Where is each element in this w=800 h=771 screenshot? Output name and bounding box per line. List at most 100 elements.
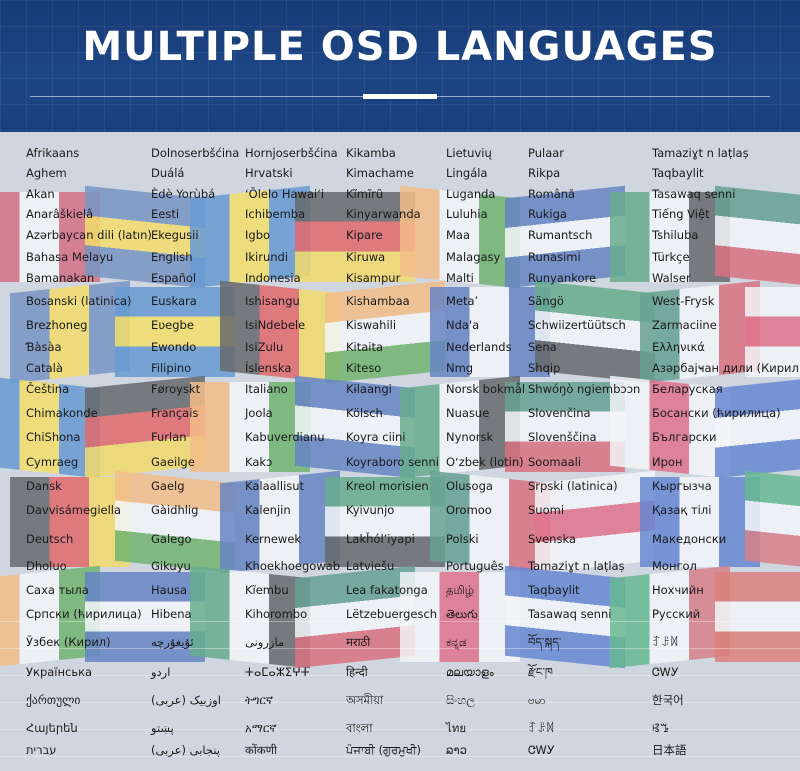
language-item: Nmg	[446, 361, 474, 375]
language-item: Kabuverdianu	[245, 430, 325, 444]
header-banner: MULTIPLE OSD LANGUAGES	[0, 0, 800, 132]
language-item: Shqip	[528, 361, 561, 375]
language-item: རྫོང་ཁ	[528, 665, 553, 679]
language-item: Koyraboro senni	[346, 455, 439, 469]
language-item: मराठी	[346, 635, 371, 649]
language-item: Íslenska	[245, 361, 292, 375]
light-overlay	[0, 132, 800, 771]
language-item: Ɓàsàa	[26, 340, 62, 354]
language-item: தமிழ்	[446, 583, 475, 597]
language-item: Kalenjin	[245, 503, 291, 517]
language-item: Tamaziɣt n laṭlaṣ	[652, 146, 749, 160]
language-item: Srpski (latinica)	[528, 479, 618, 493]
language-item: Lea fakatonga	[346, 583, 428, 597]
language-item: Kimachame	[346, 166, 414, 180]
language-item: Tshiluba	[652, 228, 699, 242]
language-item: ਪੰਜਾਬੀ (ਗੁਰਮੁਖੀ)	[346, 743, 421, 757]
language-item: සිංහල	[446, 693, 476, 707]
language-item: བོད་སྐད་	[528, 635, 562, 649]
language-item: Ichibemba	[245, 207, 306, 221]
language-item: Oromoo	[446, 503, 492, 517]
language-item: Kishambaa	[346, 294, 410, 308]
language-item: Dholuo	[26, 559, 67, 573]
language-item: Suomi	[528, 503, 565, 517]
language-item: مازرونی	[245, 635, 285, 649]
language-item: Türkçe	[652, 250, 690, 264]
page-title: MULTIPLE OSD LANGUAGES	[82, 24, 718, 70]
language-item: Joola	[245, 406, 273, 420]
language-item: Èdè Yorùbá	[151, 187, 216, 201]
language-item: West-Frysk	[652, 294, 715, 308]
language-item: Ekegusii	[151, 228, 199, 242]
language-item: Indonesia	[245, 271, 301, 285]
language-item: Meta’	[446, 294, 479, 308]
language-item: Hrvatski	[245, 166, 293, 180]
language-item: ဗမာ	[528, 693, 546, 707]
language-item: Lëtzebuergesch	[346, 607, 438, 621]
language-item: Tasawaq senni	[528, 607, 612, 621]
row-separator-lines	[0, 621, 800, 771]
language-item: Беларуская	[652, 382, 723, 396]
language-item: Bosanski (latinica)	[26, 294, 132, 308]
language-item: Azərbaycan dili (latın)	[26, 228, 152, 242]
language-item: ⵜⴰⵎⴰⵣⵉⵖⵜ	[245, 665, 310, 679]
language-item: Kihorombo	[245, 607, 308, 621]
language-item: Malagasy	[446, 250, 501, 264]
language-item: Sena	[528, 340, 557, 354]
language-item: IsiNdebele	[245, 318, 306, 332]
language-item: Hornjoserbšćina	[245, 146, 338, 160]
language-item: Kikamba	[346, 146, 396, 160]
language-item: 日本語	[652, 743, 687, 757]
language-item: Olusoga	[446, 479, 493, 493]
language-item: Ishisangu	[245, 294, 300, 308]
language-item: 한국어	[652, 693, 684, 707]
language-item: Eʋegbe	[151, 318, 194, 332]
flag-shape	[115, 287, 235, 377]
language-item: Kipare	[346, 228, 383, 242]
language-item: Азәрбајҹан дили (Кирил)	[652, 361, 800, 375]
language-item: Gikuyu	[151, 559, 191, 573]
language-item: Саха тыла	[26, 583, 89, 597]
language-item: Duálá	[151, 166, 185, 180]
language-item: Gàidhlig	[151, 503, 199, 517]
language-item: Kiruwa	[346, 250, 386, 264]
language-item: Italiano	[245, 382, 288, 396]
language-item: ᏣᎳᎩ	[528, 743, 555, 757]
language-item: Bahasa Melayu	[26, 250, 114, 264]
language-item: Kĩmĩrũ	[346, 187, 384, 201]
language-item: ᏣᎳᎩ	[652, 665, 679, 679]
language-item: Kiswahili	[346, 318, 397, 332]
language-item: Eesti	[151, 207, 180, 221]
language-item: Tamaziɣt n laṭlaṣ	[528, 559, 625, 573]
flag-collage-background	[0, 132, 800, 771]
language-item: Lietuvių	[446, 146, 492, 160]
language-item: Español	[151, 271, 197, 285]
flag-shape	[745, 287, 800, 377]
language-item: Nederlands	[446, 340, 512, 354]
language-item: Português	[446, 559, 504, 573]
flag-shape	[0, 192, 100, 282]
language-item: कोंकणी	[245, 743, 277, 757]
language-item: Slovenščina	[528, 430, 597, 444]
language-item: Tiếng Việt	[652, 207, 710, 221]
language-item: Lingála	[446, 166, 488, 180]
language-item: Walser	[652, 271, 691, 285]
language-item: Norsk bokmål	[446, 382, 526, 396]
language-item: Українська	[26, 665, 93, 679]
language-item: Taqbaylit	[528, 583, 580, 597]
language-item: پنجابی (عربی)	[151, 743, 221, 757]
language-item: አማርኛ	[245, 721, 277, 735]
language-item: ትግርኛ	[245, 693, 274, 707]
language-item: Монгол	[652, 559, 697, 573]
language-item: اردو	[151, 665, 171, 679]
language-item: Нохчийн	[652, 583, 704, 597]
language-item: Akan	[26, 187, 55, 201]
language-item: ChiShona	[26, 430, 81, 444]
flag-shape	[400, 572, 520, 662]
language-item: ಕನ್ನಡ	[446, 635, 467, 649]
language-item: Hibena	[151, 607, 192, 621]
language-item: Kyivunjo	[346, 503, 395, 517]
language-item: Kakɔ	[245, 455, 273, 469]
language-item: Hausa	[151, 583, 188, 597]
language-item: Soomaali	[528, 455, 582, 469]
